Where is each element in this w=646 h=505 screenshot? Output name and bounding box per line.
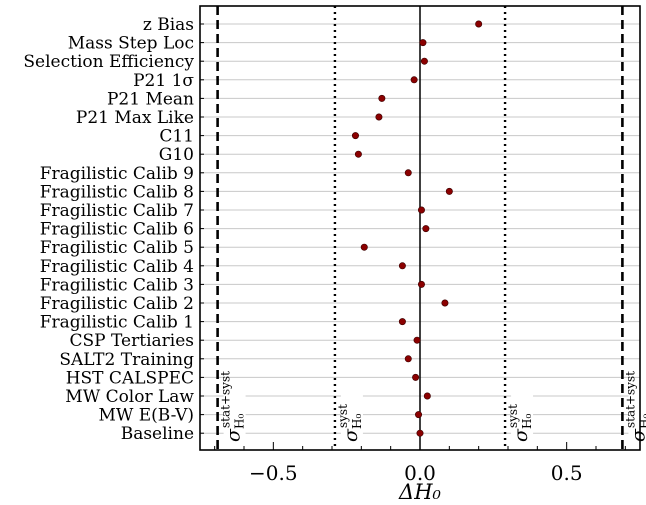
data-point xyxy=(354,150,362,158)
y-tick-label: Selection Efficiency xyxy=(23,52,194,72)
annotation-text: σH₀ xyxy=(627,414,646,442)
annotation-superscript: syst xyxy=(506,404,520,428)
y-tick-label: Fragilistic Calib 3 xyxy=(40,275,194,295)
y-tick-label: Fragilistic Calib 6 xyxy=(40,220,194,240)
data-point xyxy=(420,57,428,65)
data-point xyxy=(419,39,427,47)
data-point xyxy=(412,373,420,381)
data-point xyxy=(398,262,406,270)
data-point xyxy=(416,429,424,437)
y-tick-label: P21 Mean xyxy=(107,89,194,109)
y-tick-label: Fragilistic Calib 8 xyxy=(40,182,194,202)
y-tick-label: MW E(B-V) xyxy=(98,406,194,426)
annotation-text: σH₀ xyxy=(340,414,364,442)
y-tick-label: Fragilistic Calib 5 xyxy=(40,238,194,258)
y-tick-label: Fragilistic Calib 2 xyxy=(40,294,194,314)
data-point xyxy=(404,169,412,177)
y-tick-label: P21 1σ xyxy=(133,71,194,91)
data-point xyxy=(351,132,359,140)
y-tick-label: Fragilistic Calib 9 xyxy=(40,164,194,184)
data-point xyxy=(417,280,425,288)
x-axis-ticks: −0.5 0.0 0.5 xyxy=(214,442,626,485)
data-point xyxy=(417,206,425,214)
y-tick-label: CSP Tertiaries xyxy=(70,331,194,351)
annotation-background xyxy=(223,386,246,444)
data-point xyxy=(445,187,453,195)
y-tick-label: z Bias xyxy=(143,15,194,35)
data-point xyxy=(422,225,430,233)
data-point xyxy=(398,318,406,326)
data-point xyxy=(475,20,483,28)
y-tick-label: MW Color Law xyxy=(65,387,194,407)
y-tick-label: Mass Step Loc xyxy=(68,34,194,54)
data-point xyxy=(441,299,449,307)
y-tick-label: Fragilistic Calib 4 xyxy=(40,257,194,277)
data-point xyxy=(404,355,412,363)
y-tick-label: SALT2 Training xyxy=(59,350,194,370)
data-point xyxy=(423,392,431,400)
y-tick-label: Fragilistic Calib 7 xyxy=(40,201,194,221)
data-point xyxy=(375,113,383,121)
y-tick-label: P21 Max Like xyxy=(76,108,194,128)
x-axis-label: ΔH₀ xyxy=(398,480,441,504)
data-point xyxy=(378,94,386,102)
y-tick-label: Fragilistic Calib 1 xyxy=(40,313,194,333)
x-tick-label: −0.5 xyxy=(249,461,298,485)
x-tick-label: 0.5 xyxy=(551,461,583,485)
y-tick-label: C11 xyxy=(159,127,194,147)
data-point xyxy=(413,336,421,344)
annotation-text: σH₀ xyxy=(510,414,534,442)
annotation-superscript: stat+syst xyxy=(219,371,233,428)
y-tick-label: HST CALSPEC xyxy=(66,368,194,388)
annotation-background xyxy=(340,386,363,444)
annotation-background xyxy=(511,386,534,444)
data-points xyxy=(351,20,483,437)
annotation-superscript: syst xyxy=(336,404,350,428)
annotation-text: σH₀ xyxy=(223,414,247,442)
annotation-superscript: stat+syst xyxy=(623,371,637,428)
y-tick-label: Baseline xyxy=(121,424,194,444)
y-tick-label: G10 xyxy=(159,145,194,165)
reference-lines xyxy=(216,6,624,450)
data-point xyxy=(410,76,418,84)
x-tick-label: 0.0 xyxy=(404,461,436,485)
data-point xyxy=(415,411,423,419)
data-point xyxy=(360,243,368,251)
